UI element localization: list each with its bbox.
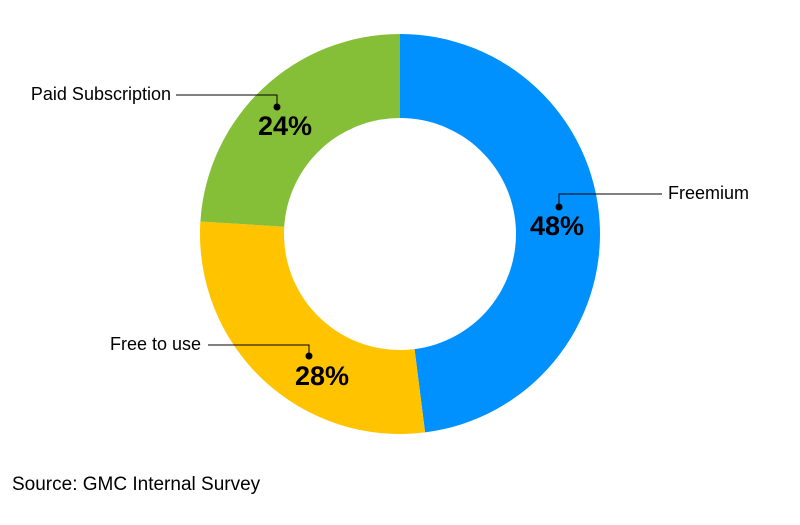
leader-dot-free-to-use [305, 352, 313, 360]
slice-free-to-use [200, 221, 426, 434]
category-label-paid-subscription: Paid Subscription [31, 84, 171, 104]
callouts: 48% Freemium 28% Free to use 24% Paid Subscri… [31, 84, 749, 391]
leader-dot-paid-subscription [273, 103, 281, 111]
source-note: Source: GMC Internal Survey [12, 474, 261, 495]
data-label-freemium: 48% [530, 211, 584, 241]
data-label-paid-subscription: 24% [258, 111, 312, 141]
leader-line-paid-subscription [176, 94, 278, 107]
leader-line-free-to-use [208, 344, 310, 356]
slice-paid-subscription [200, 34, 400, 227]
category-label-free-to-use: Free to use [110, 334, 201, 354]
leader-line-freemium [558, 193, 662, 207]
slice-freemium [400, 34, 600, 433]
leader-dot-freemium [555, 203, 563, 211]
category-label-freemium: Freemium [668, 183, 749, 203]
data-label-free-to-use: 28% [295, 361, 349, 391]
donut-slices [200, 34, 600, 434]
